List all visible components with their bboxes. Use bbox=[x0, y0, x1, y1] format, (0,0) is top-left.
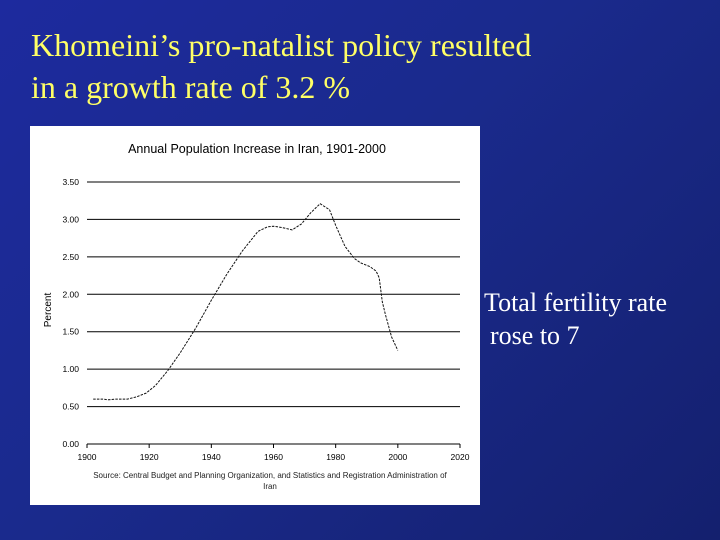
y-tick-label-6: 3.00 bbox=[62, 214, 79, 224]
x-tick-label-2: 1940 bbox=[202, 452, 221, 462]
slide-title-line-2: in a growth rate of 3.2 % bbox=[31, 69, 351, 105]
chart-title: Annual Population Increase in Iran, 1901… bbox=[128, 142, 386, 156]
x-tick-label-6: 2020 bbox=[451, 452, 470, 462]
fertility-note: Total fertility rate rose to 7 bbox=[484, 286, 720, 352]
y-tick-label-3: 1.50 bbox=[62, 327, 79, 337]
axes bbox=[86, 443, 461, 448]
x-tick-label-0: 1900 bbox=[78, 452, 97, 462]
x-tick-label-1: 1920 bbox=[140, 452, 159, 462]
y-tick-label-4: 2.00 bbox=[62, 289, 79, 299]
chart-source-line-1: Source: Central Budget and Planning Orga… bbox=[93, 471, 447, 480]
x-tick-label-3: 1960 bbox=[264, 452, 283, 462]
y-tick-label-7: 3.50 bbox=[62, 177, 79, 187]
y-tick-label-1: 0.50 bbox=[62, 402, 79, 412]
x-tick-label-5: 2000 bbox=[388, 452, 407, 462]
fertility-note-line-2: rose to 7 bbox=[490, 321, 580, 350]
slide-title-line-1: Khomeini’s pro-natalist policy resulted bbox=[31, 27, 532, 63]
chart-panel: Annual Population Increase in Iran, 1901… bbox=[30, 126, 480, 505]
series-line-0 bbox=[93, 203, 399, 401]
series-lines bbox=[93, 203, 399, 401]
y-tick-label-2: 1.00 bbox=[62, 364, 79, 374]
y-axis-label: Percent bbox=[43, 293, 54, 328]
slide-title: Khomeini’s pro-natalist policy resulted … bbox=[31, 24, 691, 108]
x-tick-label-4: 1980 bbox=[326, 452, 345, 462]
grid-lines bbox=[87, 181, 460, 408]
y-tick-label-5: 2.50 bbox=[62, 252, 79, 262]
chart-source-line-2: Iran bbox=[263, 482, 277, 491]
x-tick-labels: 1900 1920 1940 1960 1980 2000 2020 bbox=[78, 452, 470, 462]
fertility-note-line-1: Total fertility rate bbox=[484, 288, 667, 317]
population-chart: Annual Population Increase in Iran, 1901… bbox=[43, 142, 470, 491]
y-tick-label-0: 0.00 bbox=[62, 439, 79, 449]
y-tick-labels: 0.00 0.50 1.00 1.50 2.00 2.50 3.00 3.50 bbox=[62, 177, 79, 449]
